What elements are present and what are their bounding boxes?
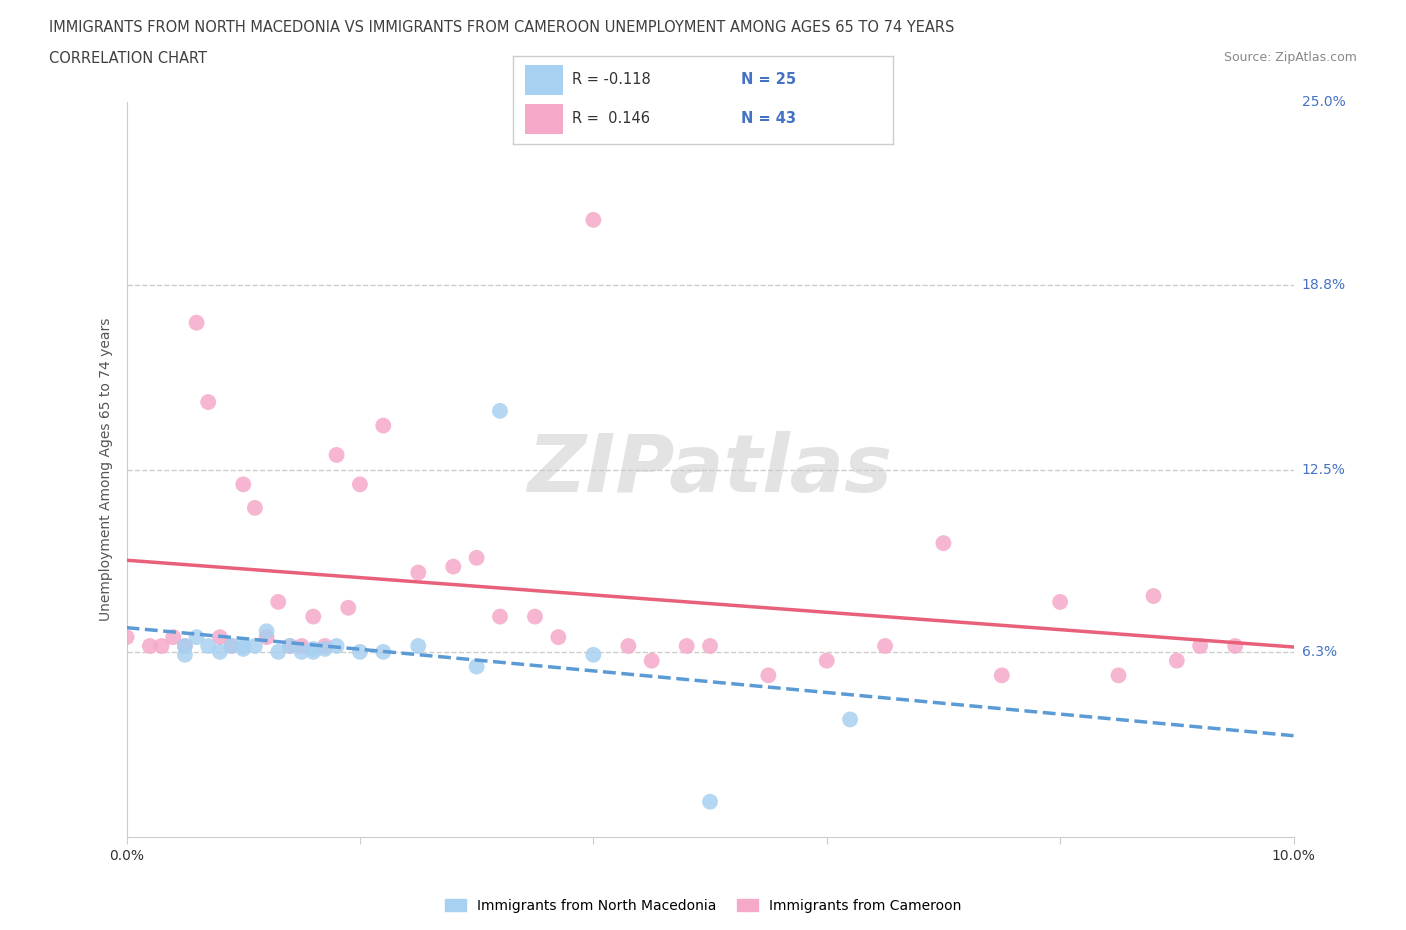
- Point: [278, 639, 301, 654]
- Point: [302, 644, 325, 659]
- Y-axis label: Unemployment Among Ages 65 to 74 years: Unemployment Among Ages 65 to 74 years: [100, 318, 114, 621]
- Point: [349, 644, 371, 659]
- Text: N = 25: N = 25: [741, 73, 796, 87]
- Point: [232, 477, 254, 492]
- Point: [617, 639, 640, 654]
- Point: [221, 639, 243, 654]
- Point: [243, 639, 266, 654]
- Point: [1166, 653, 1188, 668]
- Point: [174, 647, 197, 662]
- Point: [325, 639, 347, 654]
- Point: [290, 644, 312, 659]
- Point: [990, 668, 1012, 683]
- Point: [815, 653, 838, 668]
- Point: [174, 639, 197, 654]
- Point: [337, 601, 360, 616]
- Point: [489, 404, 512, 418]
- Point: [465, 551, 488, 565]
- Point: [314, 639, 336, 654]
- FancyBboxPatch shape: [524, 103, 562, 134]
- Point: [699, 639, 721, 654]
- Point: [150, 639, 173, 654]
- Text: R =  0.146: R = 0.146: [572, 111, 650, 126]
- Point: [290, 639, 312, 654]
- Point: [278, 639, 301, 654]
- Point: [197, 394, 219, 409]
- Point: [582, 647, 605, 662]
- Point: [302, 642, 325, 657]
- Text: ZIPatlas: ZIPatlas: [527, 431, 893, 509]
- Point: [373, 418, 395, 433]
- Point: [197, 639, 219, 654]
- Point: [232, 639, 254, 654]
- Legend: Immigrants from North Macedonia, Immigrants from Cameroon: Immigrants from North Macedonia, Immigra…: [439, 894, 967, 919]
- Point: [1142, 589, 1164, 604]
- Text: Source: ZipAtlas.com: Source: ZipAtlas.com: [1223, 51, 1357, 64]
- Text: R = -0.118: R = -0.118: [572, 73, 651, 87]
- Text: IMMIGRANTS FROM NORTH MACEDONIA VS IMMIGRANTS FROM CAMEROON UNEMPLOYMENT AMONG A: IMMIGRANTS FROM NORTH MACEDONIA VS IMMIG…: [49, 20, 955, 35]
- Point: [408, 565, 430, 580]
- Point: [582, 212, 605, 227]
- Point: [221, 639, 243, 654]
- Point: [115, 630, 138, 644]
- Point: [256, 630, 278, 644]
- Text: CORRELATION CHART: CORRELATION CHART: [49, 51, 207, 66]
- Point: [208, 630, 231, 644]
- Point: [256, 624, 278, 639]
- Point: [465, 659, 488, 674]
- Point: [162, 630, 184, 644]
- Point: [408, 639, 430, 654]
- Point: [441, 559, 464, 574]
- Point: [349, 477, 371, 492]
- Point: [524, 609, 547, 624]
- Text: 18.8%: 18.8%: [1302, 277, 1346, 291]
- Point: [267, 644, 290, 659]
- Point: [267, 594, 290, 609]
- Point: [1049, 594, 1071, 609]
- Point: [232, 642, 254, 657]
- Text: N = 43: N = 43: [741, 111, 796, 126]
- Point: [875, 639, 897, 654]
- Point: [1223, 639, 1246, 654]
- Point: [186, 315, 208, 330]
- Point: [302, 609, 325, 624]
- Point: [675, 639, 697, 654]
- Point: [1108, 668, 1130, 683]
- FancyBboxPatch shape: [524, 65, 562, 95]
- Point: [325, 447, 347, 462]
- Point: [373, 644, 395, 659]
- Point: [314, 642, 336, 657]
- Point: [932, 536, 955, 551]
- Point: [547, 630, 569, 644]
- Point: [208, 644, 231, 659]
- Point: [839, 712, 862, 727]
- Point: [139, 639, 162, 654]
- Point: [489, 609, 512, 624]
- Point: [699, 794, 721, 809]
- Point: [186, 630, 208, 644]
- Text: 6.3%: 6.3%: [1302, 644, 1337, 658]
- Point: [174, 639, 197, 654]
- Point: [756, 668, 779, 683]
- Text: 12.5%: 12.5%: [1302, 462, 1346, 477]
- Point: [1189, 639, 1212, 654]
- Point: [243, 500, 266, 515]
- Point: [640, 653, 664, 668]
- Text: 25.0%: 25.0%: [1302, 95, 1346, 110]
